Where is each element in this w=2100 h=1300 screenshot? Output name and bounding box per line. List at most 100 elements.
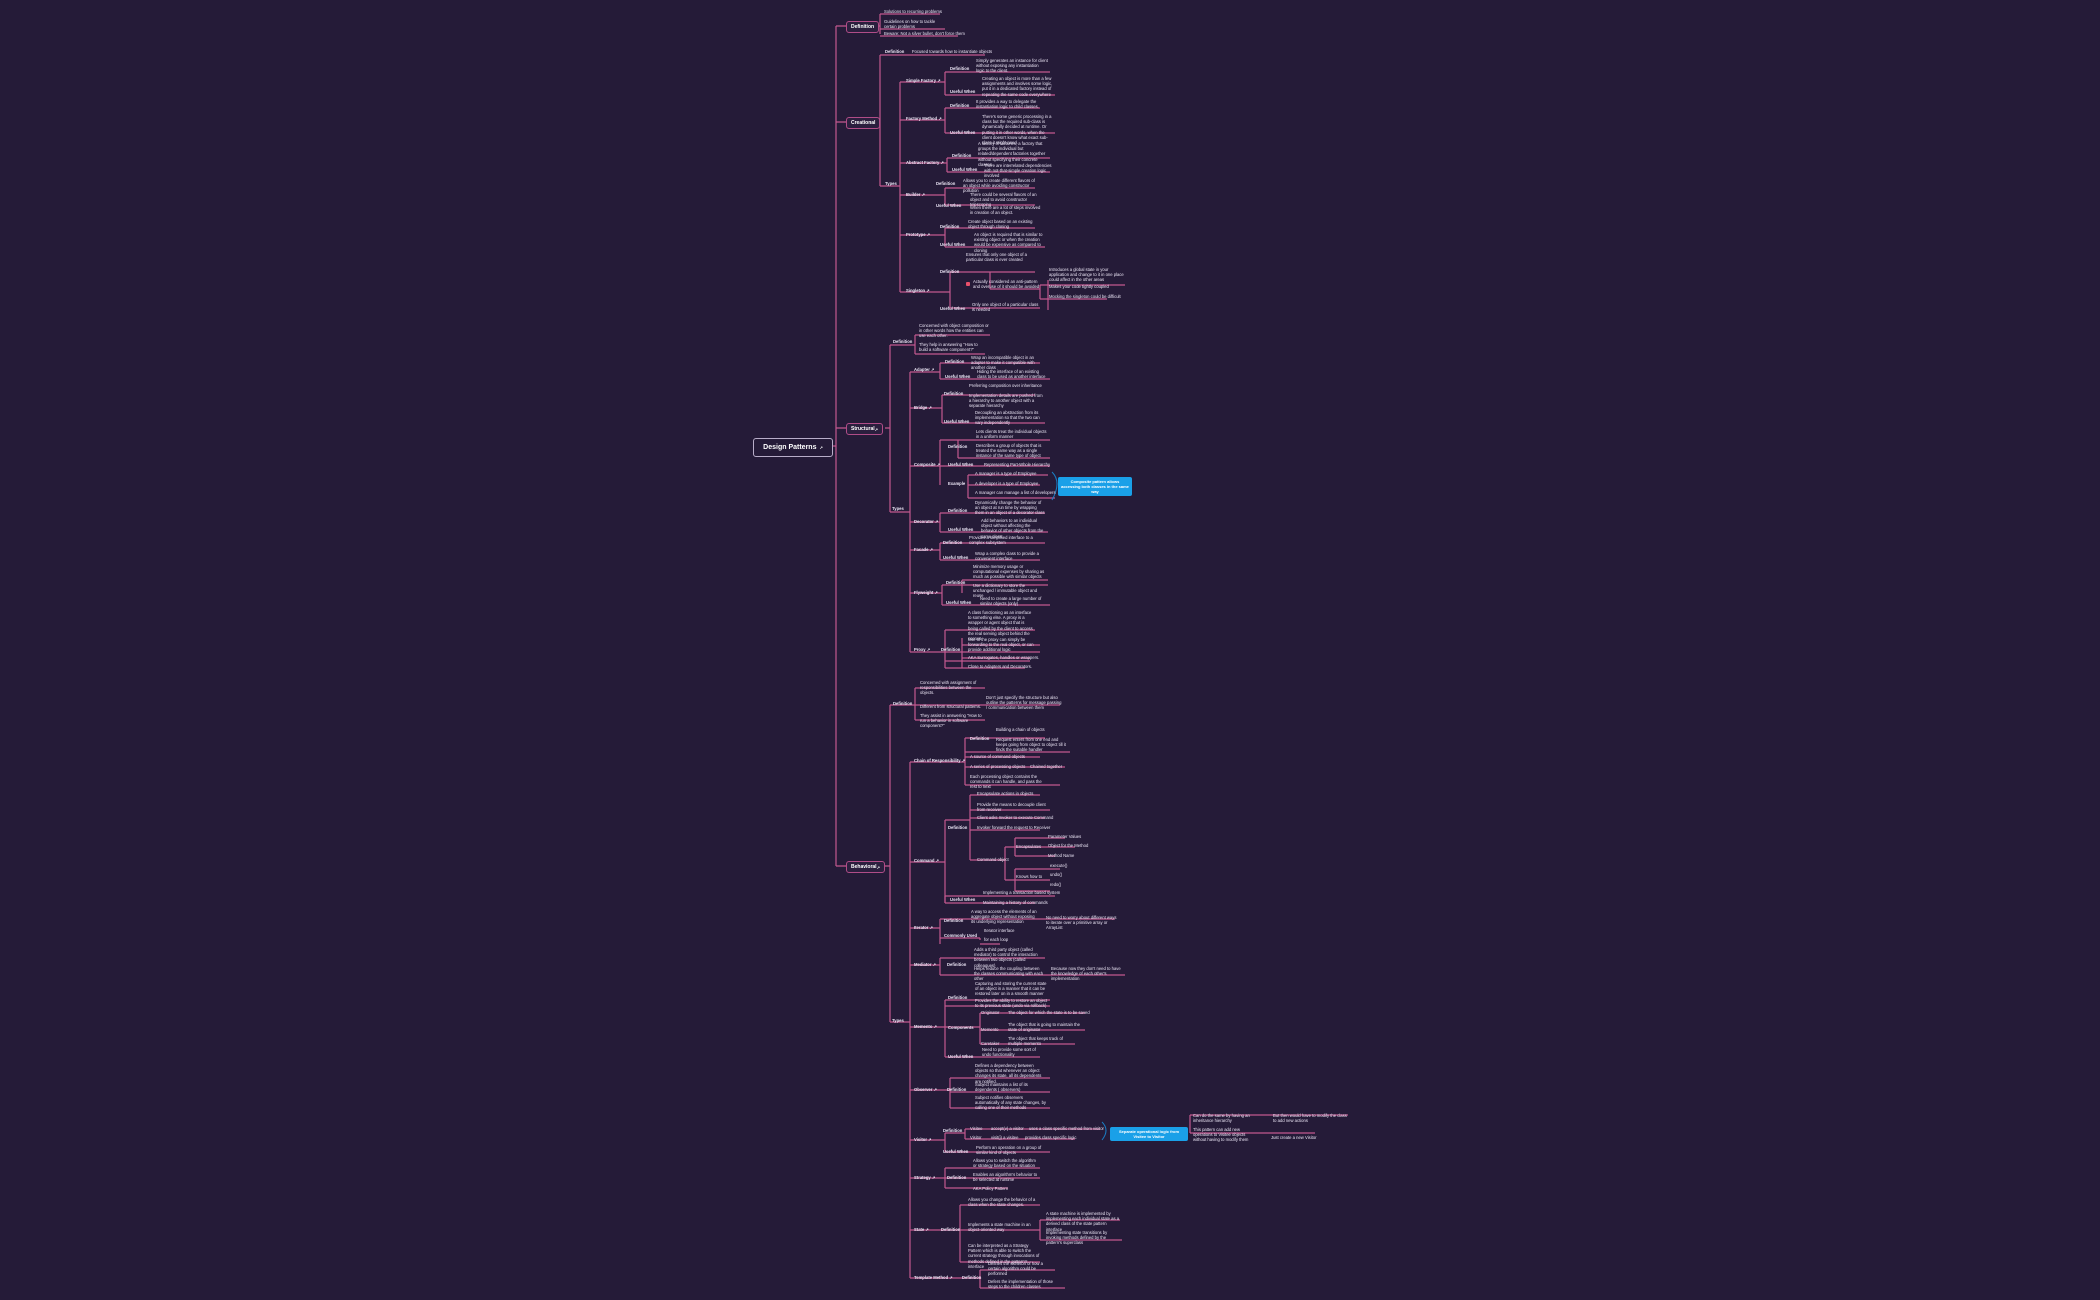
definition-text[interactable]: Subject notifies observers automatically… xyxy=(975,1095,1046,1111)
encapsulates-label[interactable]: Encapsulates xyxy=(1016,844,1042,849)
definition-text[interactable]: They help in answering "How to build a s… xyxy=(919,342,978,353)
component-desc[interactable]: The object for which the state is to be … xyxy=(1008,1010,1090,1015)
definition-text[interactable]: Close to Adapters and Decorators. xyxy=(968,664,1033,669)
mediator-detail[interactable]: Because now they don't need to have the … xyxy=(1051,966,1121,982)
external-link-icon[interactable]: ↗ xyxy=(934,519,939,524)
example-text[interactable]: A manager can manage a list of developer… xyxy=(975,490,1056,495)
external-link-icon[interactable]: ↗ xyxy=(933,1087,938,1092)
component-desc[interactable]: The object that is going to maintain the… xyxy=(1008,1022,1080,1033)
useful-when-text[interactable]: Implementing a transaction based system xyxy=(983,890,1061,895)
definition-text[interactable]: Provides a simplified interface to a com… xyxy=(969,535,1033,546)
external-link-icon[interactable]: ↗ xyxy=(874,426,878,432)
method-item[interactable]: redo() xyxy=(1050,882,1062,887)
definition-label[interactable]: Definition xyxy=(948,508,968,513)
definition-text[interactable]: Dynamically change the behavior of an ob… xyxy=(975,500,1045,516)
useful-when-text[interactable]: Maintaining a history of commands xyxy=(983,900,1048,905)
definition-label[interactable]: Definition xyxy=(946,580,966,585)
visitor-action[interactable]: visit(i) a visitee xyxy=(991,1135,1019,1140)
definition-text[interactable]: AKA Surrogates, handles or wrappers. xyxy=(968,655,1040,660)
definition-text[interactable]: Provides the ability to restore an objec… xyxy=(975,998,1048,1009)
reason-text[interactable]: Introduces a global state in your applic… xyxy=(1049,267,1124,283)
types-label[interactable]: Types xyxy=(892,1018,904,1023)
definition-text[interactable]: Client asks Invoker to execute Command xyxy=(977,815,1054,820)
useful-when-label[interactable]: Useful When xyxy=(936,203,962,208)
definition-text[interactable]: Allows you change the behavior of a clas… xyxy=(968,1197,1036,1208)
definition-text[interactable]: Helps reduce the coupling between the cl… xyxy=(974,966,1044,982)
definition-text[interactable]: Can be interpreted as a Strategy Pattern… xyxy=(968,1243,1040,1269)
type-prototype[interactable]: Prototype ↗ xyxy=(906,232,930,237)
type-strategy[interactable]: Strategy ↗ xyxy=(914,1175,935,1180)
definition-text[interactable]: Allows you to switch the algorithm or st… xyxy=(973,1158,1036,1169)
definition-text[interactable]: Minimize memory usage or computational e… xyxy=(973,564,1045,580)
useful-when-text[interactable]: Representing Part-Whole Hierarchy xyxy=(984,462,1051,467)
method-item[interactable]: execute() xyxy=(1050,863,1068,868)
root-node[interactable]: Design Patterns ↗ xyxy=(753,438,833,457)
type-template-method[interactable]: Template Method ↗ xyxy=(914,1275,953,1280)
callout-note[interactable]: This pattern can add new operations to V… xyxy=(1193,1127,1249,1143)
definition-label[interactable]: Definition xyxy=(941,1227,961,1232)
useful-when-text[interactable]: Need to create a large number of similar… xyxy=(980,596,1042,607)
type-proxy[interactable]: Proxy ↗ xyxy=(914,647,930,652)
definition-label[interactable]: Definition xyxy=(952,153,972,158)
definition-label[interactable]: Definition xyxy=(947,1175,967,1180)
useful-when-label[interactable]: Useful When xyxy=(950,130,976,135)
example-text[interactable]: A manager is a type of Employee xyxy=(975,471,1037,476)
definition-label[interactable]: Definition xyxy=(940,224,960,229)
definition-text[interactable]: Use a dictionary to store the unchanged … xyxy=(973,583,1038,599)
type-mediator[interactable]: Mediator ↗ xyxy=(914,962,936,967)
definition-label[interactable]: Definition xyxy=(936,181,956,186)
command-object-label[interactable]: Command object xyxy=(977,857,1009,862)
antipattern-note[interactable]: Actually considered an anti-pattern and … xyxy=(973,279,1040,290)
visitor-callout[interactable]: Separate operational logic from Visitee … xyxy=(1110,1127,1188,1141)
useful-when-label[interactable]: Useful When xyxy=(948,1054,974,1059)
definition-text[interactable]: A way to access the elements of an aggre… xyxy=(971,909,1037,925)
definition-label[interactable]: Definition xyxy=(950,66,970,71)
commonly-used-label[interactable]: Commonly Used xyxy=(944,933,978,938)
visitor-role[interactable]: Visitor xyxy=(970,1135,982,1140)
definition-detail[interactable]: Don't just specify the structure but als… xyxy=(986,695,1062,711)
useful-when-text[interactable]: Need to provide some sort of undo functi… xyxy=(982,1047,1036,1058)
type-facade[interactable]: Facade ↗ xyxy=(914,547,933,552)
definition-text[interactable]: They assist in answering "How to run a b… xyxy=(920,713,982,729)
useful-when-label[interactable]: Useful When xyxy=(944,419,970,424)
composite-callout[interactable]: Composite pattern allows accessing both … xyxy=(1058,477,1132,496)
component-desc[interactable]: The object that keeps track of multiple … xyxy=(1008,1036,1063,1047)
definition-text[interactable]: Concerned with object composition or in … xyxy=(919,323,989,339)
external-link-icon[interactable]: ↗ xyxy=(921,192,926,197)
type-composite[interactable]: Composite ↗ xyxy=(914,462,940,467)
method-item[interactable]: undo() xyxy=(1050,872,1063,877)
definition-item[interactable]: Beware: Not a silver bullet, don't force… xyxy=(884,31,965,36)
creational-definition[interactable]: Focused towards how to instantiate objec… xyxy=(912,49,993,54)
chain-item[interactable]: A series of processing objects xyxy=(970,764,1026,769)
definition-text[interactable]: Ensures that only one object of a partic… xyxy=(966,252,1027,263)
definition-text[interactable]: Describes a group of objects that is tre… xyxy=(976,443,1042,459)
definition-label[interactable]: Definition xyxy=(950,103,970,108)
definition-text[interactable]: Allows you to create different flavors o… xyxy=(963,178,1035,194)
useful-when-label[interactable]: Useful When xyxy=(945,374,971,379)
useful-when-label[interactable]: Useful When xyxy=(948,527,974,532)
useful-when-label[interactable]: Useful When xyxy=(943,1149,969,1154)
type-observer[interactable]: Observer ↗ xyxy=(914,1087,937,1092)
type-simple-factory[interactable]: Simple Factory ↗ xyxy=(906,78,941,83)
category-structural[interactable]: Structural ↗ xyxy=(846,423,883,435)
encapsulated-item[interactable]: Parameter Values xyxy=(1048,834,1082,839)
callout-note[interactable]: Just create a new Visitor xyxy=(1271,1135,1317,1140)
useful-when-text[interactable]: Wrap a complex class to provide a conven… xyxy=(975,551,1039,562)
type-decorator[interactable]: Decorator ↗ xyxy=(914,519,938,524)
definition-label[interactable]: Definition xyxy=(943,1128,963,1133)
external-link-icon[interactable]: ↗ xyxy=(926,647,931,652)
definition-text[interactable]: Enables an algorithm's behavior to be se… xyxy=(973,1172,1038,1183)
definition-label[interactable]: Definition xyxy=(948,825,968,830)
useful-when-label[interactable]: Useful When xyxy=(952,167,978,172)
definition-detail[interactable]: No need to worry about different ways to… xyxy=(1046,915,1117,931)
external-link-icon[interactable]: ↗ xyxy=(961,758,966,763)
useful-when-label[interactable]: Useful When xyxy=(950,89,976,94)
external-link-icon[interactable]: ↗ xyxy=(934,590,938,595)
definition-label[interactable]: Definition xyxy=(947,1087,967,1092)
useful-when-label[interactable]: Useful When xyxy=(940,242,966,247)
visitor-action[interactable]: accept(v) a visitor xyxy=(991,1126,1024,1131)
external-link-icon[interactable]: ↗ xyxy=(938,116,942,121)
definition-label[interactable]: Definition xyxy=(943,540,963,545)
types-label[interactable]: Types xyxy=(892,506,904,511)
type-chain-of-responsibility[interactable]: Chain of Responsibility ↗ xyxy=(914,758,965,763)
